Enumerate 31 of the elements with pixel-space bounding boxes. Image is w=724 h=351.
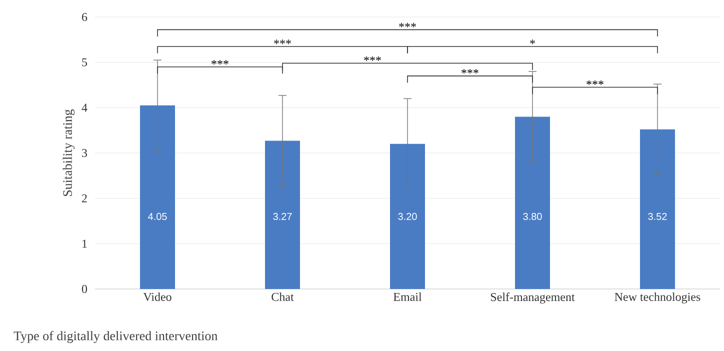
annotation: *** (364, 56, 381, 61)
data-label: 3.80 (523, 212, 542, 220)
y-axis-title: Suitability rating (62, 109, 75, 196)
annotation: *** (462, 69, 478, 74)
y-tick-label: 3 (82, 148, 88, 158)
x-tick-label: Video (143, 292, 172, 302)
y-tick-label: 2 (82, 194, 87, 202)
annotation: *** (399, 22, 416, 28)
bar (640, 129, 675, 289)
bar (514, 116, 550, 289)
y-tick-label: 6 (82, 12, 88, 22)
data-label: 4.05 (148, 212, 167, 220)
annotation: *** (212, 60, 228, 64)
annotation: * (530, 40, 535, 44)
x-tick-label: Chat (272, 292, 294, 301)
x-tick-label: New technologies (614, 292, 700, 304)
y-tick-label: 1 (82, 240, 87, 248)
y-tick-label: 5 (82, 58, 88, 66)
annotation: *** (274, 40, 291, 44)
x-tick-label: Email (394, 292, 422, 301)
annotation: *** (586, 80, 604, 85)
data-label: 3.27 (273, 212, 292, 220)
data-label: 3.20 (398, 212, 417, 220)
data-label: 3.52 (648, 212, 667, 220)
y-tick-label: 0 (82, 284, 88, 294)
y-tick-label: 4 (82, 104, 88, 112)
bar (265, 140, 300, 289)
bar (390, 144, 425, 289)
x-axis-title: Type of digitally delivered intervention (14, 331, 218, 343)
x-tick-label: Self-management (490, 292, 575, 304)
bar (140, 105, 176, 289)
